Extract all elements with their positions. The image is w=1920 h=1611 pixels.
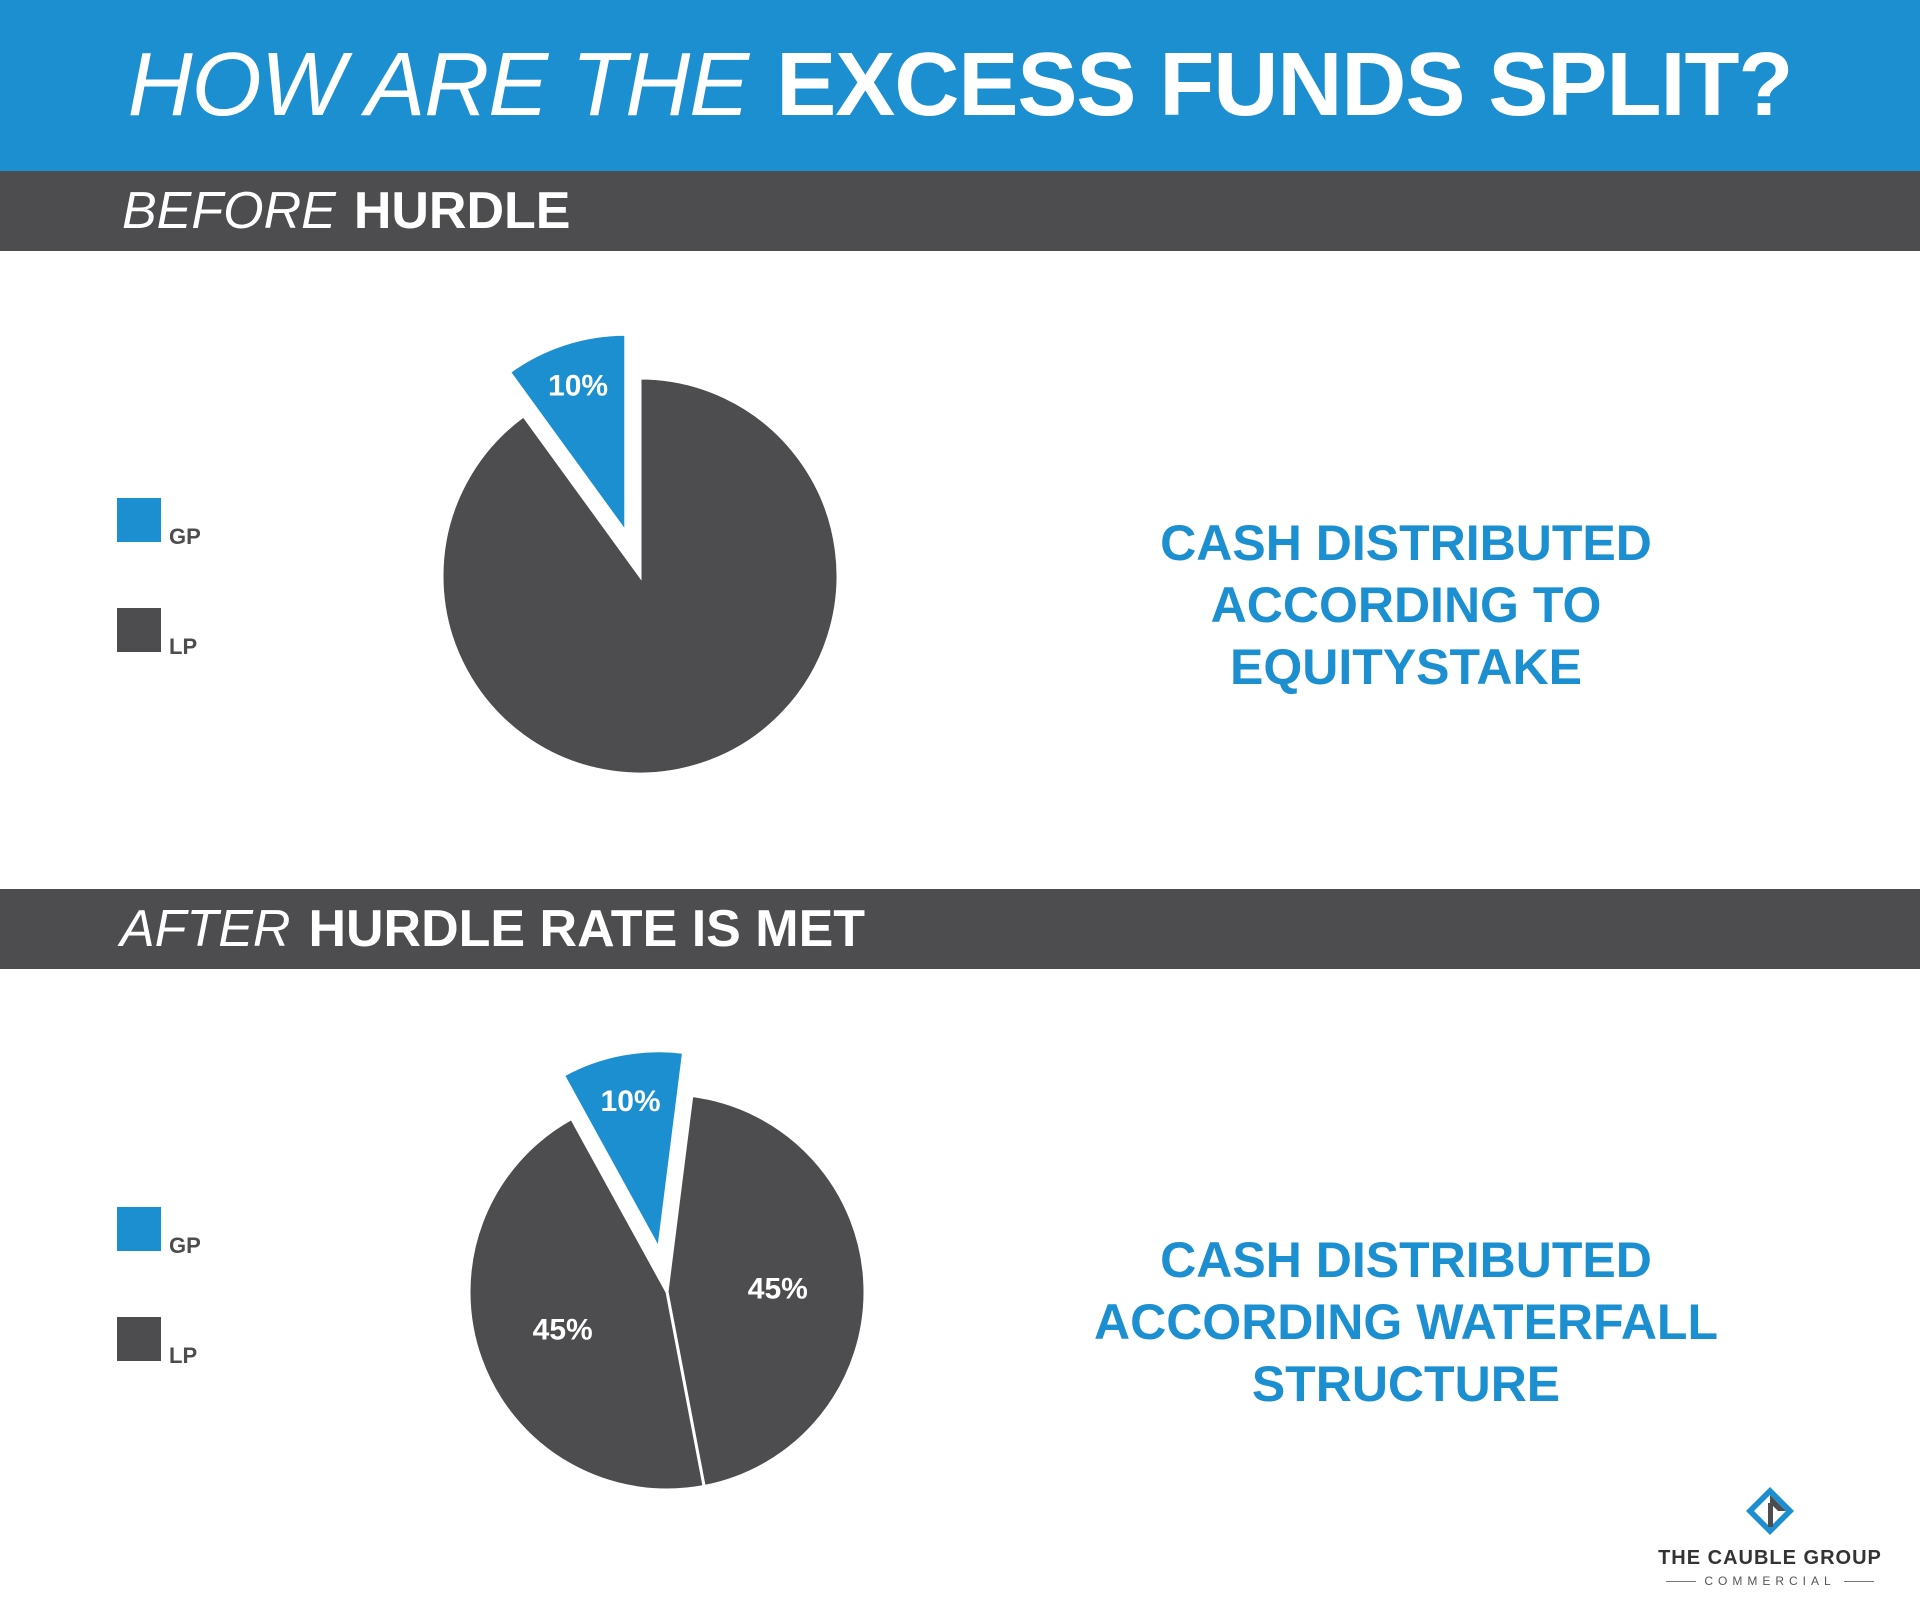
- legend-swatch-lp: [117, 1317, 161, 1361]
- company-logo: THE CAUBLE GROUP COMMERCIAL: [1640, 1485, 1900, 1588]
- legend-label-lp: LP: [169, 1343, 198, 1368]
- pie-slice-gp: [561, 1049, 686, 1254]
- section-light: AFTER: [120, 900, 291, 958]
- pie-label-gp: 10%: [548, 369, 608, 402]
- pie-chart-after: 45% 45% 10%: [467, 1049, 867, 1492]
- pie-slice-lp: [440, 376, 840, 776]
- title-light: HOW ARE THE: [127, 35, 750, 135]
- pie-label-lp-1: 45%: [748, 1273, 808, 1306]
- legend-label-gp: GP: [169, 1233, 201, 1258]
- logo-sub: COMMERCIAL: [1640, 1574, 1900, 1588]
- legend-label-gp: GP: [169, 524, 201, 549]
- pie-slice-lp-2: [467, 1116, 706, 1492]
- caption-after: CASH DISTRIBUTED ACCORDING WATERFALL STR…: [1056, 1229, 1756, 1415]
- logo-name: THE CAUBLE GROUP: [1658, 1547, 1882, 1569]
- page-title: HOW ARE THE EXCESS FUNDS SPLIT?: [0, 0, 1920, 171]
- pie-label-gp: 10%: [601, 1085, 661, 1118]
- caption-line: ACCORDING TO: [1210, 577, 1602, 633]
- caption-line: ACCORDING WATERFALL: [1093, 1294, 1719, 1350]
- pie-chart-before: 10%: [440, 332, 840, 776]
- legend-swatch-gp: [117, 498, 161, 542]
- legend-label-lp: LP: [169, 634, 198, 659]
- section-header-before: BEFORE HURDLE: [0, 171, 1920, 251]
- section-bold: HURDLE: [353, 182, 571, 240]
- caption-line: EQUITYSTAKE: [1230, 639, 1582, 695]
- title-bold: EXCESS FUNDS SPLIT?: [776, 35, 1793, 135]
- pie-slice-gp: [507, 332, 628, 537]
- legend-swatch-lp: [117, 608, 161, 652]
- section-bold: HURDLE RATE IS MET: [308, 900, 866, 958]
- section-header-after: AFTER HURDLE RATE IS MET: [0, 889, 1920, 969]
- section-light: BEFORE: [122, 182, 336, 240]
- caption-line: CASH DISTRIBUTED: [1160, 515, 1652, 571]
- diamond-logo-icon: [1746, 1487, 1794, 1535]
- legend-swatch-gp: [117, 1207, 161, 1251]
- caption-line: STRUCTURE: [1251, 1356, 1561, 1412]
- pie-label-lp-2: 45%: [533, 1314, 593, 1347]
- caption-line: CASH DISTRIBUTED: [1160, 1232, 1652, 1288]
- caption-before: CASH DISTRIBUTED ACCORDING TO EQUITYSTAK…: [1056, 512, 1756, 698]
- pie-slice-lp-1: [665, 1093, 867, 1489]
